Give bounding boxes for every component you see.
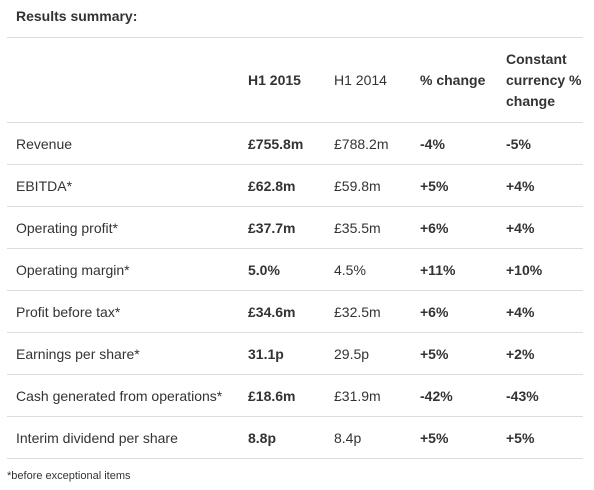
table-row: Operating profit* £37.7m £35.5m +6% +4% xyxy=(7,206,583,249)
value-h1-2014: 8.4p xyxy=(325,416,411,459)
value-percent-change: -4% xyxy=(411,122,497,165)
metric-label: Cash generated from operations* xyxy=(7,374,239,417)
value-percent-change: +11% xyxy=(411,248,497,291)
value-constant-currency-change: +4% xyxy=(497,290,583,333)
table-row: Cash generated from operations* £18.6m £… xyxy=(7,374,583,417)
value-constant-currency-change: -5% xyxy=(497,122,583,165)
metric-label: Earnings per share* xyxy=(7,332,239,375)
value-h1-2014: £59.8m xyxy=(325,164,411,207)
footnote: *before exceptional items xyxy=(7,470,131,482)
header-h1-2014: H1 2014 xyxy=(325,37,411,123)
table-row: EBITDA* £62.8m £59.8m +5% +4% xyxy=(7,164,583,207)
value-h1-2014: 29.5p xyxy=(325,332,411,375)
value-h1-2015: £62.8m xyxy=(239,164,325,207)
value-percent-change: +5% xyxy=(411,332,497,375)
results-summary-table: H1 2015 H1 2014 % change Constant curren… xyxy=(7,37,583,459)
value-h1-2015: 5.0% xyxy=(239,248,325,291)
value-constant-currency-change: +10% xyxy=(497,248,583,291)
value-constant-currency-change: +4% xyxy=(497,206,583,249)
value-percent-change: -42% xyxy=(411,374,497,417)
value-h1-2015: £37.7m xyxy=(239,206,325,249)
header-metric xyxy=(7,37,239,123)
value-h1-2015: £18.6m xyxy=(239,374,325,417)
value-h1-2015: 8.8p xyxy=(239,416,325,459)
header-percent-change: % change xyxy=(411,37,497,123)
metric-label: Operating margin* xyxy=(7,248,239,291)
table-row: Operating margin* 5.0% 4.5% +11% +10% xyxy=(7,248,583,291)
table-row: Earnings per share* 31.1p 29.5p +5% +2% xyxy=(7,332,583,375)
header-constant-currency-change: Constant currency % change xyxy=(497,37,583,123)
metric-label: Interim dividend per share xyxy=(7,416,239,459)
table-row: Interim dividend per share 8.8p 8.4p +5%… xyxy=(7,416,583,459)
value-constant-currency-change: +5% xyxy=(497,416,583,459)
table-header-row: H1 2015 H1 2014 % change Constant curren… xyxy=(7,37,583,123)
metric-label: Profit before tax* xyxy=(7,290,239,333)
value-h1-2014: £32.5m xyxy=(325,290,411,333)
metric-label: Revenue xyxy=(7,122,239,165)
metric-label: EBITDA* xyxy=(7,164,239,207)
table-row: Revenue £755.8m £788.2m -4% -5% xyxy=(7,122,583,165)
value-h1-2015: 31.1p xyxy=(239,332,325,375)
results-summary-title: Results summary: xyxy=(16,8,138,24)
table-row: Profit before tax* £34.6m £32.5m +6% +4% xyxy=(7,290,583,333)
value-h1-2014: £35.5m xyxy=(325,206,411,249)
metric-label: Operating profit* xyxy=(7,206,239,249)
value-percent-change: +6% xyxy=(411,206,497,249)
value-h1-2015: £755.8m xyxy=(239,122,325,165)
value-percent-change: +5% xyxy=(411,416,497,459)
value-h1-2015: £34.6m xyxy=(239,290,325,333)
value-h1-2014: £788.2m xyxy=(325,122,411,165)
value-h1-2014: 4.5% xyxy=(325,248,411,291)
value-constant-currency-change: -43% xyxy=(497,374,583,417)
header-h1-2015: H1 2015 xyxy=(239,37,325,123)
value-percent-change: +5% xyxy=(411,164,497,207)
value-percent-change: +6% xyxy=(411,290,497,333)
value-constant-currency-change: +4% xyxy=(497,164,583,207)
value-h1-2014: £31.9m xyxy=(325,374,411,417)
value-constant-currency-change: +2% xyxy=(497,332,583,375)
